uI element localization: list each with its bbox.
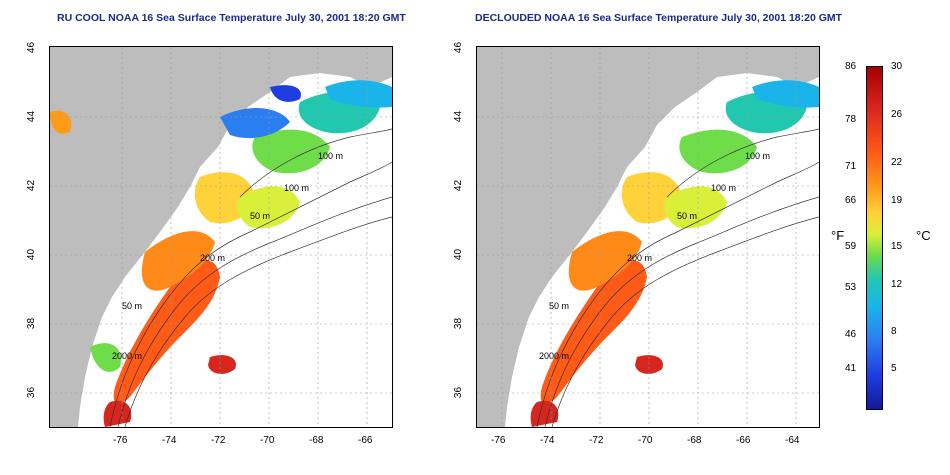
sst-region — [220, 107, 290, 139]
contour-label: 50 m — [549, 301, 569, 311]
f-tick: 41 — [845, 363, 857, 374]
right-ytick: 36 — [453, 386, 465, 399]
celsius-label: °C — [916, 228, 931, 243]
left-xtick: -66 — [358, 435, 373, 446]
c-tick: 22 — [891, 157, 903, 168]
left-ytick: 38 — [26, 317, 38, 330]
contour-label: 100 m — [284, 183, 309, 193]
f-tick: 66 — [845, 195, 857, 206]
left-xtick: -74 — [162, 435, 177, 446]
left-xtick: -76 — [113, 435, 128, 446]
right-ytick: 38 — [453, 317, 465, 330]
sst-region — [540, 260, 647, 404]
left-ytick: 40 — [26, 248, 38, 261]
sst-region — [664, 186, 727, 229]
land-mass — [477, 47, 819, 427]
land-mass — [50, 47, 392, 427]
f-tick: 86 — [845, 61, 857, 72]
left-ytick: 44 — [26, 110, 38, 123]
left-sst-map: 100 m 100 m 50 m 200 m 50 m 2000 m — [49, 46, 393, 428]
sst-region — [50, 110, 72, 134]
c-tick: 12 — [891, 279, 903, 290]
right-sst-map: 100 m 100 m 50 m 200 m 50 m 2000 m — [476, 46, 820, 428]
sst-region — [325, 80, 392, 108]
c-tick: 5 — [891, 363, 897, 374]
temperature-colorbar — [866, 66, 883, 410]
f-tick: 46 — [845, 329, 857, 340]
left-ytick: 46 — [26, 41, 38, 54]
left-xtick: -72 — [211, 435, 226, 446]
left-map-svg: 100 m 100 m 50 m 200 m 50 m 2000 m — [50, 47, 392, 427]
sst-region — [237, 186, 300, 229]
sst-field — [50, 80, 392, 427]
c-tick: 26 — [891, 109, 903, 120]
contour-label: 200 m — [200, 253, 225, 263]
sst-region — [113, 260, 220, 404]
sst-region — [141, 231, 215, 291]
f-tick: 53 — [845, 282, 857, 293]
contour-label: 50 m — [122, 301, 142, 311]
sst-region — [530, 400, 559, 427]
contour-label: 50 m — [677, 211, 697, 221]
left-xtick: -68 — [309, 435, 324, 446]
right-map-svg: 100 m 100 m 50 m 200 m 50 m 2000 m — [477, 47, 819, 427]
contour-label: 2000 m — [112, 351, 142, 361]
right-map-title: DECLOUDED NOAA 16 Sea Surface Temperatur… — [475, 12, 843, 24]
left-ytick: 42 — [26, 179, 38, 192]
sst-region — [90, 343, 121, 372]
contour-label: 200 m — [627, 253, 652, 263]
c-tick: 19 — [891, 195, 903, 206]
sst-region — [679, 129, 757, 174]
right-xtick: -70 — [638, 435, 653, 446]
right-xtick: -74 — [540, 435, 555, 446]
sst-region — [568, 231, 642, 291]
right-ytick: 46 — [453, 41, 465, 54]
left-xtick: -70 — [260, 435, 275, 446]
c-tick: 30 — [891, 61, 903, 72]
right-ytick: 44 — [453, 110, 465, 123]
contour-label: 100 m — [711, 183, 736, 193]
left-ytick: 36 — [26, 386, 38, 399]
right-ytick: 42 — [453, 179, 465, 192]
f-tick: 78 — [845, 114, 857, 125]
sst-region — [103, 400, 132, 427]
sst-region — [635, 355, 663, 374]
f-tick: 59 — [845, 241, 857, 252]
sst-region — [752, 80, 819, 108]
sst-region — [208, 355, 236, 374]
contour-label: 100 m — [745, 151, 770, 161]
sst-field — [530, 80, 819, 427]
contour-label: 100 m — [318, 151, 343, 161]
sst-region — [252, 129, 330, 174]
contour-label: 2000 m — [539, 351, 569, 361]
f-tick: 71 — [845, 161, 857, 172]
sst-region — [270, 85, 301, 102]
c-tick: 15 — [891, 241, 903, 252]
right-xtick: -64 — [785, 435, 800, 446]
contour-label: 50 m — [250, 211, 270, 221]
right-xtick: -76 — [491, 435, 506, 446]
right-xtick: -72 — [589, 435, 604, 446]
fahrenheit-label: °F — [831, 228, 845, 243]
right-xtick: -68 — [687, 435, 702, 446]
left-map-title: RU COOL NOAA 16 Sea Surface Temperature … — [57, 12, 406, 24]
right-xtick: -66 — [736, 435, 751, 446]
right-ytick: 40 — [453, 248, 465, 261]
c-tick: 8 — [891, 326, 897, 337]
